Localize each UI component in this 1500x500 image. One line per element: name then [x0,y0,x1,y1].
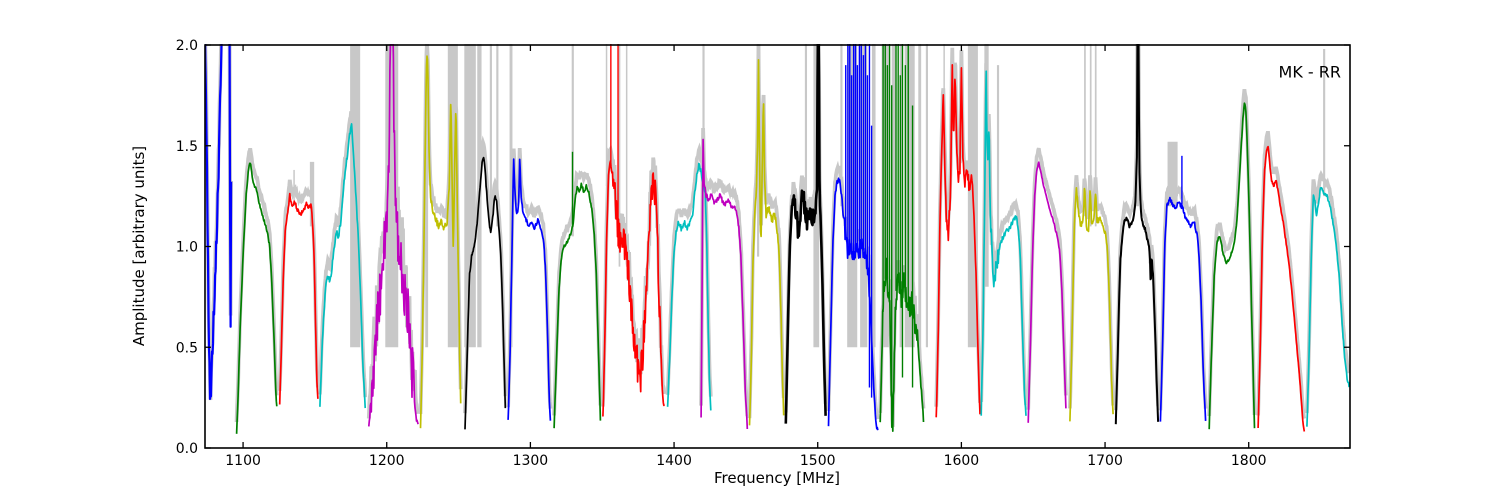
series-spw-1738 [1159,196,1207,422]
series-spw-1582 [935,64,981,418]
x-axis-label: Frequency [MHz] [713,469,841,487]
gray-echo-spw-1646 [1026,147,1068,410]
series-spw-1646 [1027,161,1067,423]
gray-echo-spw-1452 [747,44,786,419]
x-tick-label: 1600 [944,453,980,469]
x-tick-label: 1800 [1231,453,1267,469]
y-tick-label: 0.5 [176,340,198,356]
gray-echo-spw-1316 [552,170,603,416]
series-spw-1806 [1257,145,1306,432]
series-spw-1477 [784,44,827,424]
series-spw-1316 [553,182,602,429]
gray-echo-spw-1806 [1256,131,1307,420]
x-tick-label: 1400 [656,453,692,469]
x-tick-label: 1100 [225,453,261,469]
series-spw-1613 [980,70,1027,416]
series-spw-1350 [602,160,666,417]
axes-frame [204,44,1351,449]
x-tick-label: 1700 [1087,453,1123,469]
series-spw-1675 [1069,186,1114,422]
series-spw-1452 [748,58,785,426]
background-trace-layer [205,44,1350,428]
x-tick-label: 1500 [800,453,836,469]
gray-echo-spw-1738 [1158,181,1208,411]
series-spw-1840 [1306,186,1350,427]
series-spw-1772 [1208,102,1256,430]
tick-labels: 1100 1200 1300 1400 1500 1600 1700 1800 0.0 0.5 1.… [176,38,1267,469]
y-tick-label: 0.0 [176,441,198,457]
series-spw-1125 [278,192,319,405]
series-spw-1284 [507,158,552,421]
series-spw-1223 [419,55,462,429]
series-spw-1187 [367,44,419,427]
y-axis-label: Amplitude [arbitrary units] [130,145,148,347]
tick-marks [205,44,1350,449]
series-spw-1419 [700,138,749,430]
series-spw-1153 [319,123,367,409]
y-tick-label: 1.0 [176,240,198,256]
x-tick-label: 1300 [513,453,549,469]
series-spw-1095 [235,162,278,434]
corner-annotation: MK - RR [1278,62,1341,82]
y-tick-label: 2.0 [176,38,198,54]
series-spw-1707 [1114,44,1160,425]
gray-echo-spw-1613 [979,63,1028,406]
y-tick-label: 1.5 [176,139,198,155]
series-spw-1073 [205,44,233,400]
series-layer [205,44,1350,434]
x-tick-label: 1200 [369,453,405,469]
series-spw-1253 [464,156,507,430]
